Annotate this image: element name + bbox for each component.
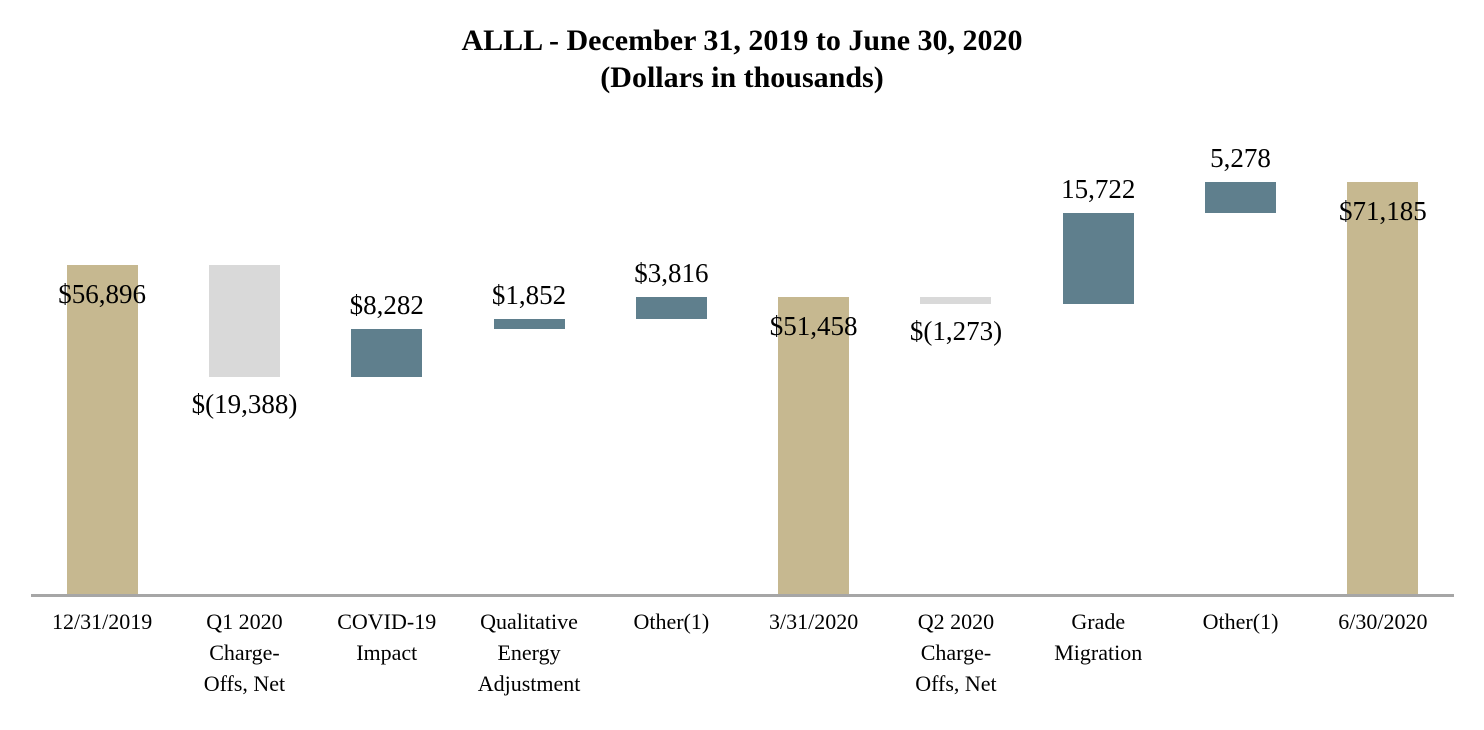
- bar-12-31-2019: [66, 265, 138, 595]
- value-label-3-31-2020: $51,458: [769, 310, 858, 341]
- x-label-line: Other(1): [633, 609, 710, 634]
- x-label-line: Qualitative: [480, 609, 578, 634]
- x-label-line: Migration: [1054, 640, 1143, 665]
- chart-title-line1: ALLL - December 31, 2019 to June 30, 202…: [461, 24, 1023, 57]
- x-label-other-1: Other(1): [600, 606, 742, 637]
- x-label-line: Q1 2020: [206, 609, 283, 634]
- bar-other-1: [635, 296, 707, 319]
- x-label-line: Offs, Net: [203, 671, 286, 696]
- value-label-6-30-2020: $71,185: [1338, 196, 1427, 227]
- x-label-line: Charge-: [920, 640, 992, 665]
- value-label-other-1: 5,278: [1210, 143, 1271, 174]
- x-label-line: 6/30/2020: [1338, 609, 1428, 634]
- x-label-line: Charge-: [209, 640, 280, 665]
- bar-qualitative-energy-adjustment: [493, 318, 565, 330]
- value-label-grade-migration: 15,722: [1061, 173, 1136, 204]
- bar-other-1: [1205, 182, 1277, 213]
- bar-6-30-2020: [1347, 182, 1419, 595]
- x-label-3-31-2020: 3/31/2020: [743, 606, 885, 637]
- x-label-covid-19-impact: COVID-19 Impact: [316, 606, 458, 668]
- bar-3-31-2020: [778, 296, 850, 595]
- x-label-line: Offs, Net: [915, 671, 997, 696]
- x-label-line: Q2 2020: [917, 609, 995, 634]
- x-label-other-1: Other(1): [1169, 606, 1311, 637]
- x-label-line: Grade: [1071, 609, 1126, 634]
- x-axis-line: [31, 594, 1454, 597]
- x-label-line: Other(1): [1202, 609, 1279, 634]
- x-label-grade-migration: Grade Migration: [1027, 606, 1169, 668]
- x-label-q2-2020-charge-offs-net: Q2 2020 Charge- Offs, Net: [885, 606, 1027, 699]
- chart-title: ALLL - December 31, 2019 to June 30, 202…: [0, 22, 1484, 96]
- value-label-q1-2020-charge-offs-net: $(19,388): [191, 389, 298, 420]
- x-label-12-31-2019: 12/31/2019: [31, 606, 173, 637]
- x-label-6-30-2020: 6/30/2020: [1312, 606, 1454, 637]
- x-label-qualitative-energy-adjustment: Qualitative Energy Adjustment: [458, 606, 600, 699]
- x-label-line: 12/31/2019: [52, 609, 153, 634]
- x-label-line: Energy: [497, 640, 561, 665]
- value-label-other-1: $3,816: [634, 257, 709, 288]
- value-label-12-31-2019: $56,896: [58, 279, 147, 309]
- bar-covid-19-impact: [351, 329, 423, 378]
- x-label-q1-2020-charge-offs-net: Q1 2020 Charge- Offs, Net: [173, 606, 315, 699]
- x-axis-labels: 12/31/2019 Q1 2020 Charge- Offs, Net COVID-1…: [0, 606, 1484, 716]
- bar-q1-2020-charge-offs-net: [208, 265, 280, 378]
- x-label-line: Adjustment: [477, 671, 581, 696]
- x-label-line: COVID-19: [337, 609, 437, 634]
- value-label-q2-2020-charge-offs-net: $(1,273): [909, 315, 1003, 346]
- bar-q2-2020-charge-offs-net: [920, 296, 992, 304]
- x-label-line: 3/31/2020: [769, 609, 859, 634]
- bar-grade-migration: [1062, 212, 1134, 304]
- value-label-covid-19-impact: $8,282: [349, 290, 424, 321]
- chart-title-line2: (Dollars in thousands): [600, 61, 884, 94]
- x-label-line: Impact: [356, 640, 418, 665]
- value-label-qualitative-energy-adjustment: $1,852: [491, 279, 567, 310]
